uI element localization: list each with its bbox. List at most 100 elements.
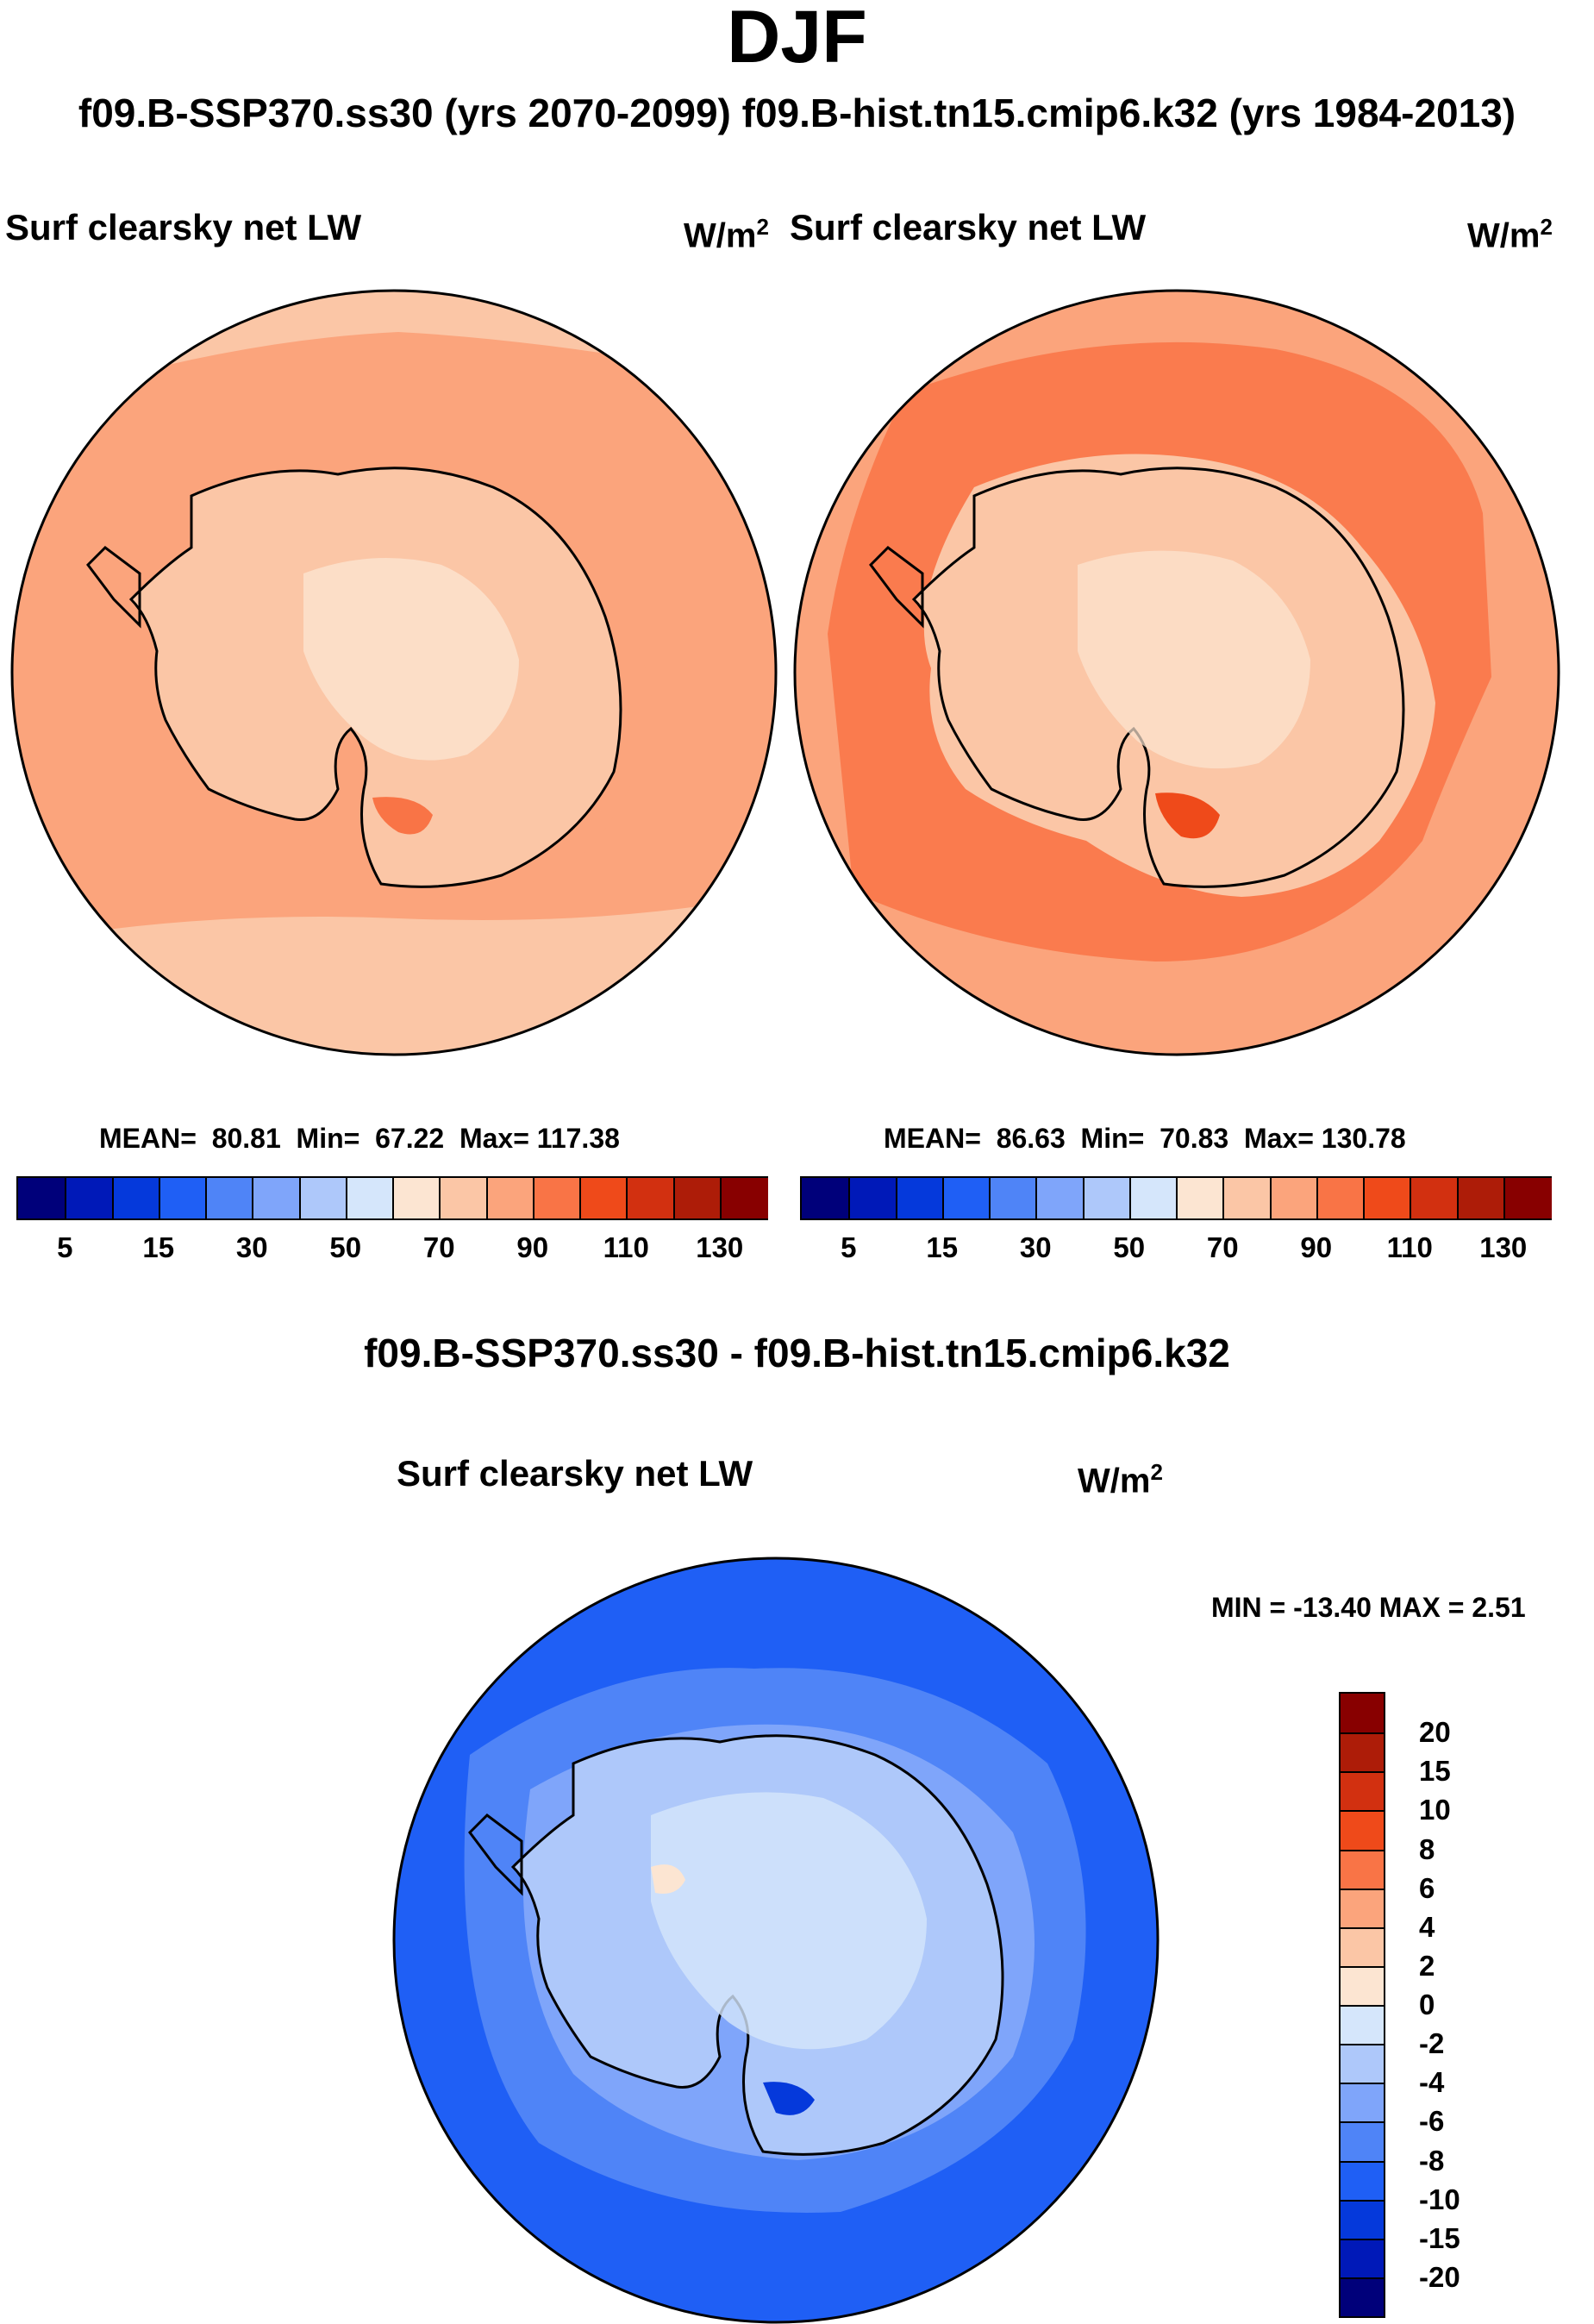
colorbar-swatch xyxy=(1341,1694,1384,1733)
diff-map-peninsula xyxy=(468,1813,523,1896)
colorbar-swatch xyxy=(579,1178,628,1218)
right-polar-map xyxy=(793,289,1560,1056)
colorbar-tick-label: 70 xyxy=(1206,1231,1239,1263)
colorbar-swatch xyxy=(1341,2121,1384,2161)
colorbar-tick-label: 15 xyxy=(142,1231,175,1263)
colorbar-swatch xyxy=(1341,2238,1384,2277)
colorbar-tick-label: 4 xyxy=(1419,1910,1435,1943)
colorbar-swatch xyxy=(205,1178,254,1218)
colorbar-swatch xyxy=(1341,1888,1384,1927)
colorbar-tick-label: -20 xyxy=(1419,2260,1460,2293)
case-subtitle: f09.B-SSP370.ss30 (yrs 2070-2099) f09.B-… xyxy=(78,91,1516,135)
colorbar-tick-label: 20 xyxy=(1419,1716,1451,1749)
diff-map-positive-patch xyxy=(651,1864,685,1894)
colorbar-tick-label: -8 xyxy=(1419,2144,1445,2177)
left-panel-variable: Surf clearsky net LW xyxy=(5,207,362,247)
diff-map-ross-low xyxy=(763,2082,815,2115)
colorbar-swatch xyxy=(111,1178,160,1218)
left-panel-stats: MEAN= 80.81 Min= 67.22 Max= 117.38 xyxy=(99,1123,620,1154)
colorbar-swatch xyxy=(1341,1810,1384,1850)
colorbar-swatch xyxy=(1176,1178,1225,1218)
difference-colorbar xyxy=(1339,1692,1385,2318)
colorbar-swatch xyxy=(1341,2277,1384,2316)
colorbar-tick-label: 15 xyxy=(1419,1755,1451,1788)
colorbar-swatch xyxy=(1341,2044,1384,2083)
colorbar-tick-label: 15 xyxy=(926,1231,959,1263)
colorbar-swatch xyxy=(392,1178,441,1218)
colorbar-tick-label: 30 xyxy=(1019,1231,1052,1263)
colorbar-swatch xyxy=(1035,1178,1085,1218)
colorbar-tick-label: 50 xyxy=(329,1231,362,1263)
difference-polar-map xyxy=(392,1557,1160,2324)
colorbar-tick-label: -15 xyxy=(1419,2221,1460,2254)
colorbar-swatch xyxy=(1503,1178,1552,1218)
colorbar-swatch xyxy=(1341,1771,1384,1811)
difference-title: f09.B-SSP370.ss30 - f09.B-hist.tn15.cmip… xyxy=(364,1331,1230,1375)
colorbar-swatch xyxy=(1341,1965,1384,2005)
left-colorbar xyxy=(16,1176,768,1220)
colorbar-tick-label: 2 xyxy=(1419,1949,1435,1982)
left-map-ross-hotspot xyxy=(372,797,433,835)
colorbar-swatch xyxy=(1410,1178,1459,1218)
colorbar-tick-label: 130 xyxy=(1479,1231,1528,1263)
colorbar-swatch xyxy=(1456,1178,1505,1218)
colorbar-tick-label: 110 xyxy=(603,1231,649,1263)
left-map-plateau xyxy=(303,558,519,761)
colorbar-tick-label: 10 xyxy=(1419,1794,1451,1826)
colorbar-swatch xyxy=(1341,2199,1384,2239)
colorbar-swatch xyxy=(485,1178,534,1218)
colorbar-swatch xyxy=(848,1178,897,1218)
right-map-ross-hotspot xyxy=(1155,792,1220,839)
colorbar-swatch xyxy=(1363,1178,1412,1218)
colorbar-tick-label: -10 xyxy=(1419,2183,1460,2215)
colorbar-swatch xyxy=(895,1178,944,1218)
colorbar-swatch xyxy=(1341,1849,1384,1889)
left-panel-units: W/m2 xyxy=(684,214,769,255)
right-panel-units: W/m2 xyxy=(1467,214,1553,255)
colorbar-swatch xyxy=(941,1178,991,1218)
left-map-peninsula xyxy=(86,546,141,629)
colorbar-tick-label: 30 xyxy=(235,1231,268,1263)
colorbar-swatch xyxy=(1341,2083,1384,2122)
colorbar-tick-label: 5 xyxy=(841,1231,857,1263)
colorbar-swatch xyxy=(1341,1732,1384,1772)
diff-panel-units: W/m2 xyxy=(1078,1459,1163,1500)
colorbar-tick-label: 130 xyxy=(696,1231,744,1263)
colorbar-swatch xyxy=(1222,1178,1272,1218)
colorbar-swatch xyxy=(1341,1926,1384,1966)
colorbar-swatch xyxy=(626,1178,675,1218)
colorbar-swatch xyxy=(802,1178,849,1218)
season-title: DJF xyxy=(727,0,867,78)
diff-map-interior xyxy=(651,1792,927,2050)
colorbar-tick-label: 5 xyxy=(57,1231,73,1263)
colorbar-tick-label: 50 xyxy=(1113,1231,1146,1263)
colorbar-tick-label: 70 xyxy=(422,1231,455,1263)
colorbar-swatch xyxy=(719,1178,768,1218)
colorbar-tick-label: 90 xyxy=(1300,1231,1333,1263)
colorbar-swatch xyxy=(1269,1178,1318,1218)
right-map-plateau xyxy=(1078,550,1310,769)
diff-panel-variable: Surf clearsky net LW xyxy=(397,1453,753,1494)
colorbar-tick-label: -4 xyxy=(1419,2066,1445,2099)
colorbar-swatch xyxy=(252,1178,301,1218)
right-map-peninsula xyxy=(869,546,924,629)
colorbar-swatch xyxy=(1128,1178,1178,1218)
colorbar-tick-label: -6 xyxy=(1419,2105,1445,2138)
colorbar-swatch xyxy=(345,1178,394,1218)
right-colorbar xyxy=(800,1176,1552,1220)
colorbar-tick-label: 90 xyxy=(516,1231,549,1263)
diff-minmax: MIN = -13.40 MAX = 2.51 xyxy=(1211,1592,1526,1623)
colorbar-swatch xyxy=(1316,1178,1365,1218)
colorbar-swatch xyxy=(532,1178,581,1218)
colorbar-tick-label: -2 xyxy=(1419,2027,1445,2060)
colorbar-swatch xyxy=(298,1178,347,1218)
colorbar-swatch xyxy=(158,1178,207,1218)
right-panel-stats: MEAN= 86.63 Min= 70.83 Max= 130.78 xyxy=(884,1123,1406,1154)
colorbar-swatch xyxy=(1341,2005,1384,2045)
colorbar-swatch xyxy=(1341,2160,1384,2200)
colorbar-swatch xyxy=(439,1178,488,1218)
colorbar-tick-label: 6 xyxy=(1419,1871,1435,1904)
colorbar-swatch xyxy=(65,1178,114,1218)
colorbar-tick-label: 0 xyxy=(1419,1989,1435,2020)
colorbar-swatch xyxy=(989,1178,1038,1218)
